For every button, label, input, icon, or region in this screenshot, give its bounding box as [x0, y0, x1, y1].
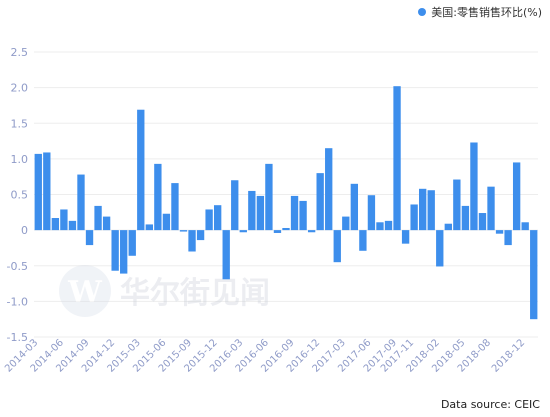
y-tick-label: 2.0 — [11, 82, 29, 95]
bar — [282, 227, 290, 231]
bar — [350, 183, 359, 231]
bar — [213, 205, 222, 231]
bar — [154, 163, 162, 231]
bar — [333, 230, 341, 263]
bar — [137, 109, 145, 231]
bar — [128, 230, 136, 256]
y-tick-label: -0.5 — [7, 260, 28, 273]
bar — [102, 216, 111, 231]
bar — [222, 230, 230, 280]
bar — [205, 209, 213, 231]
watermark-logo-letter: W — [67, 275, 103, 310]
bar — [325, 148, 333, 231]
bar — [470, 142, 478, 231]
watermark: W 华尔街见闻 — [59, 265, 270, 317]
bar — [290, 195, 299, 231]
bar — [453, 179, 461, 231]
y-tick-label: -1.0 — [7, 295, 28, 308]
bar — [393, 86, 401, 231]
bar — [427, 190, 435, 231]
watermark-text: 华尔街见闻 — [120, 276, 270, 311]
bar — [60, 209, 68, 231]
bar — [444, 223, 452, 231]
bar — [231, 180, 239, 231]
bar — [145, 224, 153, 231]
bar — [512, 162, 521, 231]
bar — [248, 190, 256, 231]
bar — [51, 218, 60, 231]
y-tick-label: 2.5 — [11, 46, 29, 59]
bar — [77, 174, 85, 231]
legend-dot-icon — [418, 8, 427, 16]
bar — [367, 195, 376, 231]
legend-label: 美国:零售销售环比(%) — [431, 6, 542, 19]
bar — [461, 205, 470, 231]
y-tick-label: -1.5 — [7, 331, 28, 344]
bar — [188, 230, 196, 252]
y-tick-label: 1.0 — [11, 153, 29, 166]
bar — [359, 230, 367, 251]
y-tick-label: 0 — [21, 224, 28, 237]
bar — [376, 222, 384, 231]
bar — [85, 230, 94, 246]
x-tick-label: 2018-12 — [490, 337, 527, 374]
legend[interactable]: 美国:零售销售环比(%) — [418, 4, 542, 20]
bar — [34, 153, 42, 231]
bar — [487, 186, 495, 231]
bar — [436, 230, 444, 267]
data-source: Data source: CEIC — [440, 398, 540, 411]
bar — [401, 230, 410, 244]
bar — [196, 230, 205, 241]
bar — [521, 222, 529, 231]
bar — [478, 213, 487, 231]
bar — [265, 163, 273, 231]
bar — [94, 205, 102, 231]
bar — [342, 216, 350, 231]
bar — [299, 200, 307, 231]
bar — [68, 220, 77, 231]
bar — [419, 188, 427, 231]
bar — [179, 230, 188, 232]
bar — [384, 220, 393, 231]
bar — [171, 183, 179, 231]
bar — [43, 152, 51, 231]
bar — [504, 230, 512, 246]
y-tick-label: 1.5 — [11, 117, 29, 130]
bar — [239, 230, 247, 233]
bar — [316, 173, 324, 231]
y-tick-label: 0.5 — [11, 189, 29, 202]
bar — [273, 230, 282, 233]
bar — [111, 230, 119, 271]
bar — [307, 230, 316, 233]
bar — [162, 213, 171, 231]
watermark-logo-icon — [59, 265, 111, 317]
bar — [410, 204, 418, 231]
bar — [256, 195, 265, 231]
bar — [120, 230, 128, 274]
bar — [530, 230, 538, 320]
bar — [495, 230, 504, 234]
